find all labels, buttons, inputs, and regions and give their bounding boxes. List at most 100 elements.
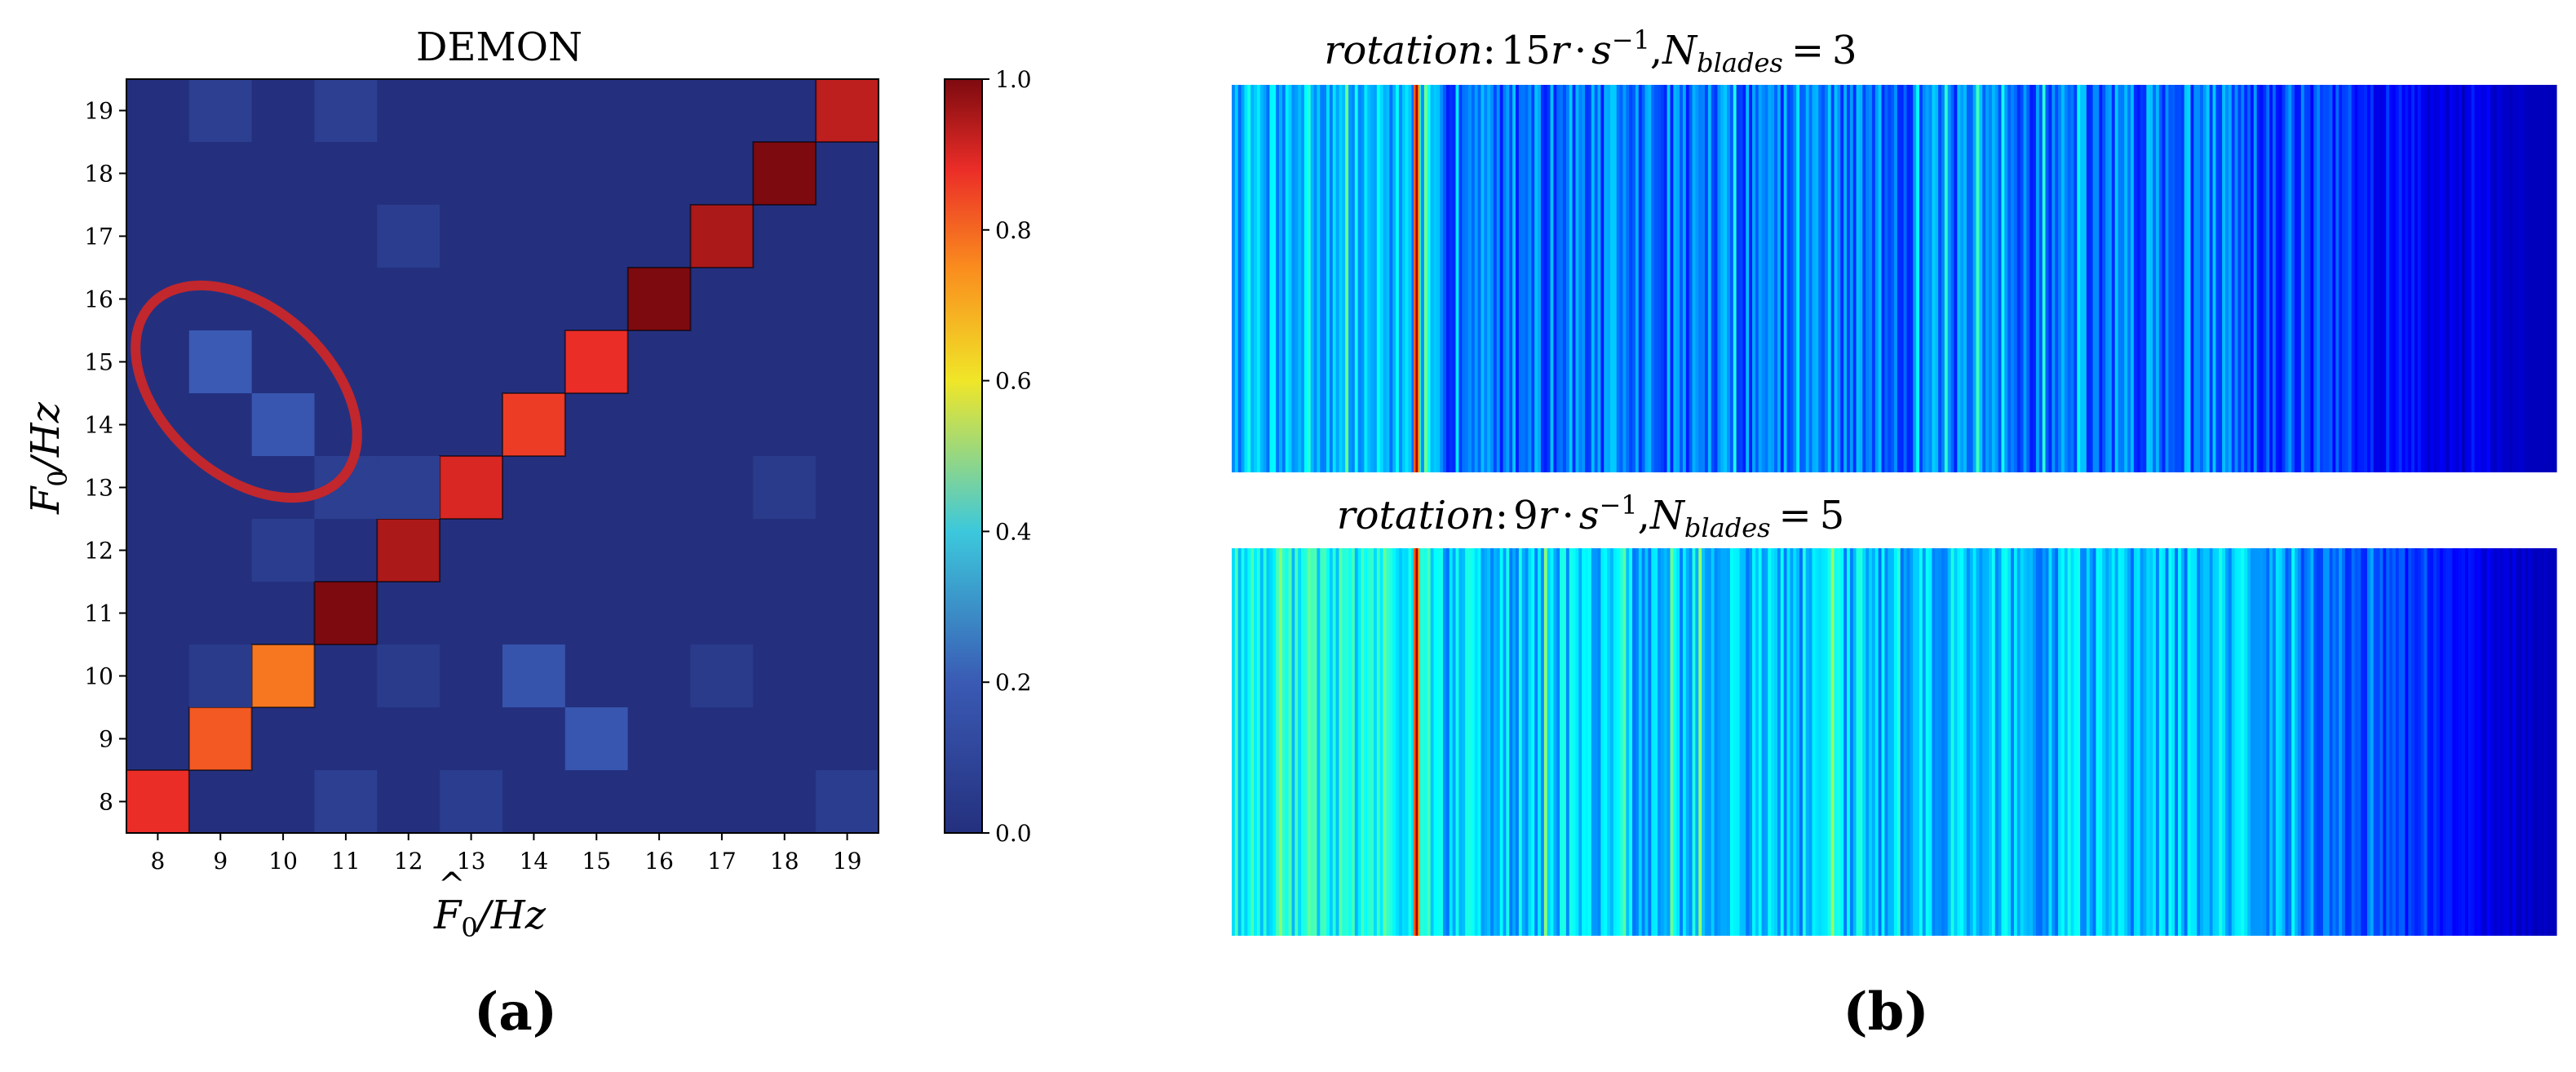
spectrogram-strip xyxy=(1954,85,1958,472)
x-label-rest: /Hz xyxy=(475,893,547,938)
spectrogram-strip xyxy=(2250,548,2255,936)
spectrogram-strip xyxy=(2133,85,2138,472)
spectrogram-strip xyxy=(2490,548,2494,936)
spectrogram-strip xyxy=(2395,548,2400,936)
spectrogram-strip xyxy=(1935,85,1939,472)
spectrogram-strip xyxy=(1303,85,1308,472)
spectrogram-strip xyxy=(2379,85,2383,472)
spectrogram-strip xyxy=(2282,548,2286,936)
spectrogram-strip xyxy=(2550,85,2554,472)
spectrogram-strip xyxy=(1849,85,1854,472)
spectrogram-strip xyxy=(2099,548,2103,936)
spectrogram-strip xyxy=(1266,85,1270,472)
spectrogram-strip xyxy=(1698,548,1702,936)
spectrogram-strip xyxy=(2496,85,2500,472)
spectrogram-strip xyxy=(1994,548,1999,936)
spectrogram-strip xyxy=(1695,85,1699,472)
spectrogram-strip xyxy=(1307,85,1312,472)
spectrogram-strip xyxy=(1578,548,1582,936)
spectrogram-strip xyxy=(1295,548,1299,936)
spectrogram-strip xyxy=(2332,85,2336,472)
spectrogram-strip xyxy=(2414,85,2419,472)
spectrogram-strip xyxy=(1698,85,1702,472)
spectrogram-strip xyxy=(2553,548,2557,936)
spectrogram-strip xyxy=(1298,85,1302,472)
spectrogram-strip xyxy=(1411,85,1415,472)
spectrogram-strip xyxy=(1705,85,1709,472)
spectrogram-strip xyxy=(2361,85,2365,472)
spectrogram-strip xyxy=(2029,548,2034,936)
spectrogram-strip xyxy=(1281,548,1286,936)
spectrogram-strip xyxy=(2253,548,2258,936)
spectrogram-strip xyxy=(1790,548,1794,936)
spectrogram-strip xyxy=(2253,85,2258,472)
spectrogram-strip xyxy=(1427,85,1432,472)
spectrogram-strip xyxy=(1572,85,1577,472)
spectrogram-strip xyxy=(2430,548,2434,936)
heatmap-panel: DEMON 8 9 10 11 12 13 14 15 16 17 18 19 8 9 10 11 12 13 1… xyxy=(23,24,880,943)
spectrogram-strip xyxy=(2442,85,2447,472)
spectrogram-strip xyxy=(2320,548,2324,936)
spectrogram-strip xyxy=(1834,85,1838,472)
spectrogram-strip xyxy=(2486,548,2491,936)
heatmap-cell xyxy=(816,770,879,833)
spectrogram-strip xyxy=(1900,548,1905,936)
spectrogram-line xyxy=(1415,548,1419,936)
heatmap-cell xyxy=(753,456,817,519)
spectrogram-strip xyxy=(1689,85,1693,472)
spectrogram-strip xyxy=(1244,85,1248,472)
spectrogram-strip xyxy=(1572,548,1577,936)
spectrogram-strip xyxy=(1361,85,1365,472)
spectrogram-strip xyxy=(2417,85,2422,472)
spectrogram-strip xyxy=(1616,548,1621,936)
x-tick-label: 13 xyxy=(457,848,486,875)
spectrogram-strip xyxy=(2045,548,2050,936)
spectrogram-strip xyxy=(1906,548,1910,936)
spectrogram-strip xyxy=(1761,85,1766,472)
y-tick-label: 14 xyxy=(84,412,113,439)
spectrogram-strip xyxy=(2342,85,2346,472)
spectrogram-strip xyxy=(1812,548,1816,936)
spectrogram-strip xyxy=(1815,548,1819,936)
spectrogram-strip xyxy=(2471,85,2476,472)
spectrogram-strip xyxy=(2389,85,2393,472)
spectrogram-strip xyxy=(2433,85,2437,472)
spectrogram-strip xyxy=(1263,548,1268,936)
spectrogram-strip xyxy=(1749,85,1753,472)
spectrogram-strip xyxy=(2168,85,2172,472)
spectrogram-strip xyxy=(1963,548,1967,936)
spectrogram-strip xyxy=(1793,548,1797,936)
spectrogram-strip xyxy=(2503,548,2507,936)
spectrogram-strip xyxy=(1790,85,1794,472)
spectrogram-strip xyxy=(1780,85,1785,472)
spectrogram-strip xyxy=(1313,85,1317,472)
spectrogram-strip xyxy=(1392,548,1396,936)
spectrogram-strip xyxy=(2143,548,2147,936)
spectrogram-strip xyxy=(1969,85,1974,472)
spectrogram-strip xyxy=(1619,85,1624,472)
spectrogram-strip xyxy=(2064,548,2069,936)
spectrogram-strip xyxy=(2367,85,2371,472)
spectrogram-strip xyxy=(1922,85,1927,472)
spectrogram-strip xyxy=(1607,548,1611,936)
spectrogram-strip xyxy=(2490,85,2494,472)
spectrogram-strip xyxy=(1594,548,1599,936)
spectrogram-strip xyxy=(1241,548,1246,936)
spectrogram-strip xyxy=(2114,85,2119,472)
spectrogram-strip xyxy=(2001,85,2005,472)
spectrogram-strip xyxy=(1288,548,1293,936)
spectrogram-strip xyxy=(1752,548,1756,936)
spectrogram-strip xyxy=(2158,85,2163,472)
spectrogram-strip xyxy=(1462,548,1466,936)
spectrogram-strip xyxy=(1824,85,1829,472)
spectrogram-strip xyxy=(2518,85,2523,472)
spectrogram-strip xyxy=(2241,548,2245,936)
spectrogram-strip xyxy=(1445,85,1450,472)
y-tick-label: 10 xyxy=(84,663,113,690)
spectrogram-strip xyxy=(1323,548,1327,936)
spectrogram-strip xyxy=(1232,548,1236,936)
spectrogram-strip xyxy=(1575,548,1579,936)
y-tick-label: 15 xyxy=(84,349,113,376)
spectrogram-strip xyxy=(2013,85,2018,472)
spectrogram-strip xyxy=(2124,548,2128,936)
